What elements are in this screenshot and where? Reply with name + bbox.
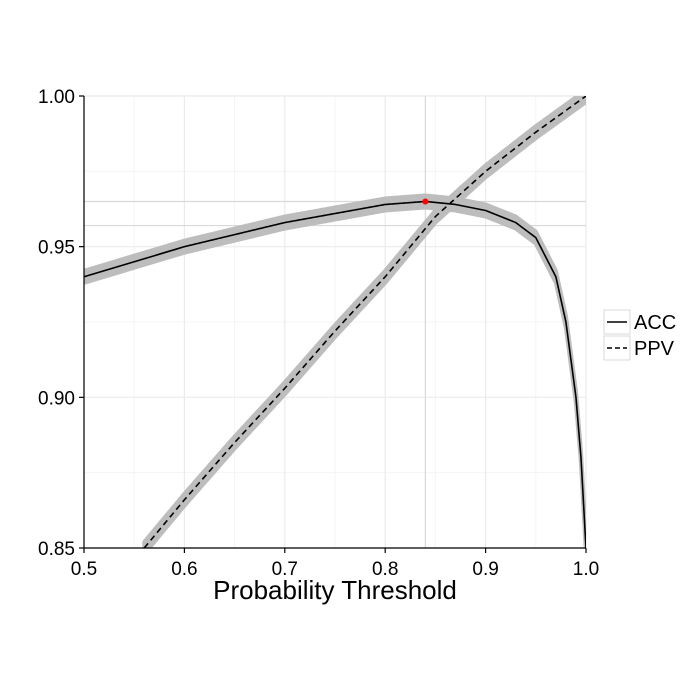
x-tick-label: 0.8 <box>372 559 398 580</box>
x-tick-label: 0.6 <box>171 559 197 580</box>
highlight-point <box>422 198 429 205</box>
series-lines <box>84 96 586 548</box>
x-tick-label: 0.5 <box>71 559 97 580</box>
axes <box>83 96 586 549</box>
y-tick-label: 0.95 <box>38 238 75 259</box>
legend-label-acc: ACC <box>634 312 676 334</box>
minor-grid <box>84 96 586 548</box>
legend: ACC PPV <box>603 309 676 361</box>
legend-label-ppv: PPV <box>634 338 675 360</box>
band-acc <box>84 193 586 548</box>
series-line-acc <box>84 200 586 548</box>
x-tick-label: 0.9 <box>472 559 498 580</box>
highlight-layer <box>422 198 429 205</box>
y-tick-label: 0.85 <box>38 539 75 560</box>
y-axis-ticks: 0.85 0.90 0.95 1.00 <box>38 87 84 560</box>
y-tick-label: 0.90 <box>38 388 75 409</box>
x-tick-label: 1.0 <box>573 559 599 580</box>
reference-lines <box>84 96 586 548</box>
x-axis-title: Probability Threshold <box>213 575 457 605</box>
band-ppv <box>142 96 586 548</box>
confidence-bands <box>84 96 586 548</box>
x-tick-label: 0.7 <box>272 559 298 580</box>
y-tick-label: 1.00 <box>38 87 75 108</box>
series-line-ppv <box>143 96 586 548</box>
x-axis-ticks: 0.5 0.6 0.7 0.8 0.9 1.0 <box>71 548 599 580</box>
